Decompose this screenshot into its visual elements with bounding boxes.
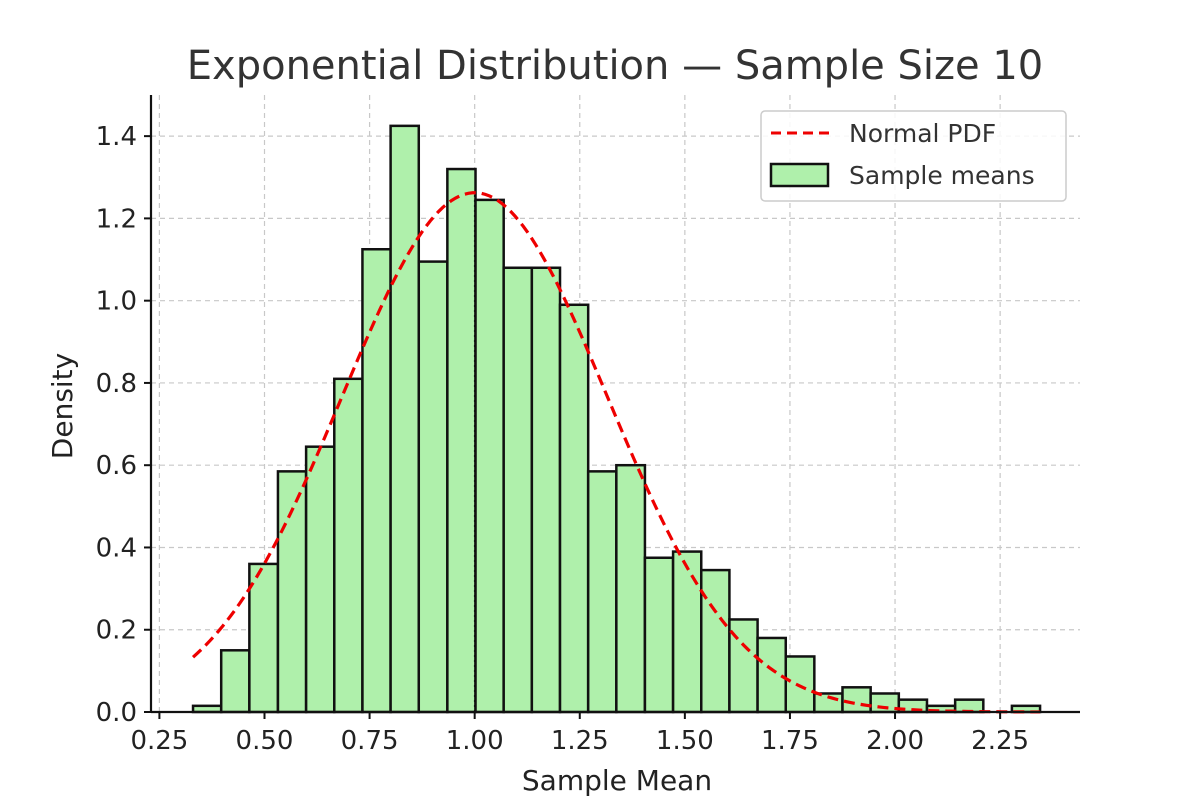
histogram-bar-10 [474, 198, 505, 714]
histogram-bar-13 [558, 303, 590, 714]
x-tick-label-0: 0.25 [130, 726, 188, 756]
legend-label-normal-pdf: Normal PDF [849, 119, 996, 148]
x-tick-label-7: 2.00 [866, 726, 924, 756]
legend-swatch-sample-means [769, 162, 830, 188]
histogram-bar-6 [361, 248, 392, 714]
histogram-bar-2 [248, 562, 280, 714]
y-axis-label: Density [46, 353, 79, 459]
histogram-bar-17 [671, 550, 703, 714]
axes [144, 95, 1080, 719]
x-tick-label-5: 1.50 [656, 726, 714, 756]
x-tick-label-3: 1.00 [446, 726, 504, 756]
y-tick-labels: 0.0 0.2 0.4 0.6 0.8 1.0 1.2 1.4 [96, 122, 137, 728]
histogram-bar-4 [304, 445, 336, 714]
histogram-bar-20 [756, 636, 787, 714]
x-tick-label-8: 2.25 [971, 726, 1029, 756]
histogram-bar-14 [586, 470, 618, 714]
normal-pdf-curve [191, 191, 1041, 714]
normal-pdf-layer [191, 191, 1041, 714]
histogram-bar-12 [530, 266, 562, 714]
histogram-bar-21 [784, 655, 816, 714]
x-tick-label-1: 0.50 [236, 726, 294, 756]
y-tick-label-0: 0.0 [96, 698, 137, 728]
x-tick-label-2: 0.75 [341, 726, 399, 756]
histogram-bars [191, 124, 1042, 714]
legend-label-sample-means: Sample means [849, 161, 1035, 190]
y-tick-label-1: 0.2 [96, 616, 137, 646]
histogram-bar-11 [502, 266, 534, 714]
histogram-bar-23 [841, 686, 872, 714]
histogram-bar-9 [446, 167, 477, 714]
histogram-bar-1 [219, 649, 251, 714]
y-tick-label-6: 1.2 [96, 204, 137, 234]
x-axis-label: Sample Mean [522, 764, 712, 797]
y-tick-label-7: 1.4 [96, 122, 137, 152]
x-tick-label-6: 1.75 [761, 726, 819, 756]
y-tick-label-3: 0.6 [96, 451, 137, 481]
histogram-bar-15 [615, 463, 647, 714]
histogram-bar-8 [417, 260, 449, 714]
y-tick-label-4: 0.8 [96, 369, 137, 399]
x-tick-labels: 0.25 0.50 0.75 1.00 1.25 1.50 1.75 2.00 2.25 [130, 726, 1029, 756]
histogram-bar-5 [333, 377, 364, 714]
histogram-bar-16 [643, 556, 675, 714]
y-tick-label-2: 0.4 [96, 533, 137, 563]
legend-box [760, 110, 1067, 202]
chart-title: Exponential Distribution — Sample Size 1… [187, 43, 1043, 89]
x-tick-label-4: 1.25 [551, 726, 609, 756]
histogram-bar-7 [389, 124, 421, 714]
histogram-bar-18 [700, 568, 731, 714]
y-tick-label-5: 1.0 [96, 287, 137, 317]
legend: Normal PDF Sample means [760, 110, 1067, 202]
